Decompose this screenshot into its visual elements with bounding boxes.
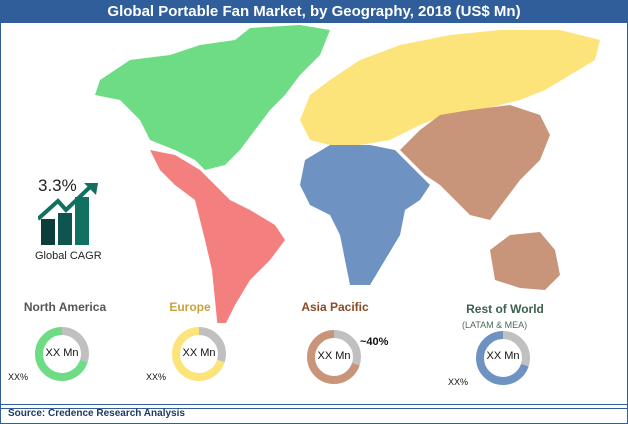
donut-share-segment xyxy=(307,330,361,384)
share-north-america: XX% xyxy=(8,372,29,382)
share-europe: XX% xyxy=(146,372,167,382)
world-map xyxy=(95,25,600,323)
page-title: Global Portable Fan Market, by Geography… xyxy=(0,0,628,23)
map-australia xyxy=(490,232,560,290)
region-label-europe: Europe xyxy=(169,300,211,314)
cagr-label: Global CAGR xyxy=(35,250,102,262)
donut-center-asia-pacific: XX Mn xyxy=(317,350,351,362)
donut-center-europe: XX Mn xyxy=(182,347,216,359)
region-label-rest-of-world: Rest of World xyxy=(466,302,544,316)
donut-share-segment xyxy=(35,327,89,381)
share-asia-pacific: ~40% xyxy=(360,336,389,348)
donut-share-segment xyxy=(172,327,226,381)
divider xyxy=(0,404,628,409)
donut-center-north-america: XX Mn xyxy=(45,347,79,359)
growth-chart-icon xyxy=(38,183,98,245)
region-label-asia-pacific: Asia Pacific xyxy=(301,300,369,314)
donut-north-america xyxy=(35,327,89,381)
donut-asia-pacific xyxy=(307,330,361,384)
donut-europe xyxy=(172,327,226,381)
map-europe-russia xyxy=(300,30,600,145)
donut-share-segment xyxy=(476,331,530,385)
donut-center-rest-of-world: XX Mn xyxy=(486,350,520,362)
region-label-north-america: North America xyxy=(23,300,107,314)
region-subtitle-rest-of-world: (LATAM & MEA) xyxy=(462,320,528,330)
donut-rest-of-world xyxy=(476,331,530,385)
source-note: Source: Credence Research Analysis xyxy=(8,408,185,419)
share-rest-of-world: XX% xyxy=(448,377,469,387)
map-north-america xyxy=(95,25,330,170)
map-asia xyxy=(400,105,550,220)
cagr-value: 3.3% xyxy=(38,176,77,195)
map-africa-middle-east xyxy=(300,145,430,285)
map-latin-america xyxy=(150,150,285,323)
